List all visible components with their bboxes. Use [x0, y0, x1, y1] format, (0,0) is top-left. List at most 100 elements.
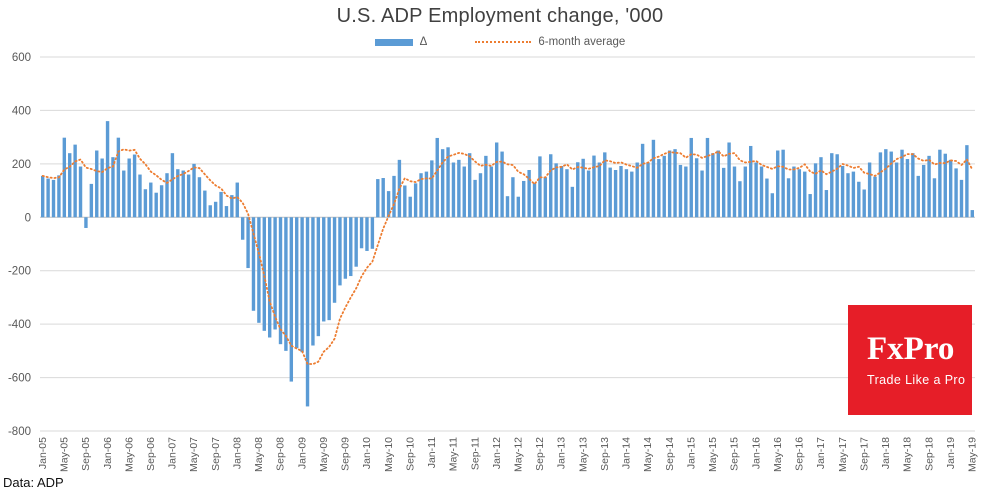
bar [100, 158, 104, 218]
x-tick-label: Sep-14 [664, 437, 676, 471]
y-tick-label: 0 [25, 212, 31, 224]
legend-item-average: 6-month average [475, 36, 625, 48]
bar [803, 171, 807, 218]
bar [846, 173, 850, 218]
x-tick-label: Sep-06 [145, 437, 157, 471]
y-tick-label: -800 [8, 426, 31, 438]
bar [111, 157, 115, 218]
x-tick-label: Jan-19 [945, 437, 957, 469]
x-tick-label: Sep-12 [534, 437, 546, 471]
bar [295, 217, 299, 349]
average-line-label: 6-month average [538, 36, 626, 48]
legend-item-delta: Δ [374, 36, 427, 48]
bar [170, 153, 175, 218]
bar [376, 179, 380, 218]
bar [467, 153, 472, 218]
x-tick-label: May-14 [642, 437, 654, 472]
bar [559, 165, 564, 218]
x-tick-label: Sep-17 [858, 437, 870, 471]
bar [127, 158, 131, 218]
bar [138, 174, 142, 218]
bar [403, 185, 407, 218]
bar [527, 170, 531, 218]
x-tick-label: May-16 [772, 437, 784, 472]
bar [424, 171, 429, 218]
bar [570, 186, 575, 218]
bar [640, 143, 645, 218]
bar [516, 196, 521, 218]
bar [927, 155, 931, 218]
x-tick-label: Jan-08 [232, 437, 244, 469]
bar [365, 217, 369, 251]
bar [257, 217, 261, 323]
bar [522, 180, 526, 218]
bar [203, 190, 207, 218]
bar [532, 183, 537, 218]
bar [349, 217, 353, 277]
bar [743, 166, 748, 218]
x-tick-label: Sep-10 [404, 437, 416, 471]
bar [592, 155, 596, 218]
chart-title: U.S. ADP Employment change, '000 [336, 5, 664, 27]
bar [316, 217, 321, 337]
bar [165, 173, 169, 218]
bar [176, 169, 180, 218]
x-tick-label: Jan-17 [815, 437, 827, 469]
bar [413, 183, 418, 218]
y-tick-label: 600 [12, 52, 31, 64]
bar [932, 178, 937, 218]
bar [149, 182, 153, 218]
y-tick-label: -200 [8, 266, 31, 278]
bar [954, 168, 958, 218]
bar [494, 142, 499, 218]
bar [73, 144, 77, 218]
bar [143, 189, 148, 218]
x-tick-label: Sep-05 [80, 437, 92, 471]
bar [435, 137, 439, 218]
bar [624, 169, 629, 218]
bar [84, 217, 88, 228]
bar [630, 171, 634, 218]
bar [392, 175, 396, 218]
bar [824, 190, 829, 218]
bar [851, 171, 856, 218]
bar [586, 170, 591, 218]
bar [813, 163, 818, 218]
bar [716, 150, 720, 218]
x-tick-label: Jan-06 [102, 437, 114, 469]
bar [430, 160, 434, 218]
bar [251, 217, 256, 311]
x-tick-label: May-07 [188, 437, 200, 472]
bar [705, 137, 710, 218]
average-line [41, 148, 974, 366]
bar [738, 181, 742, 218]
bar [862, 189, 866, 218]
bar [711, 153, 715, 218]
average-line-swatch [475, 41, 532, 43]
x-tick-label: Jan-13 [556, 437, 568, 469]
x-tick-label: Jan-10 [361, 437, 373, 469]
bar [970, 210, 974, 218]
bar [889, 151, 893, 218]
bar [57, 175, 61, 218]
bar [462, 166, 466, 218]
bar [857, 181, 861, 218]
bar [657, 159, 661, 218]
bar [678, 164, 683, 218]
bar [765, 178, 769, 218]
bar [797, 169, 802, 218]
bar [213, 201, 218, 218]
x-tick-label: May-10 [383, 437, 395, 472]
bar [284, 217, 288, 351]
x-tick-label: May-11 [448, 437, 460, 471]
bar [651, 139, 656, 218]
x-tick-label: May-18 [902, 437, 914, 472]
bar [921, 164, 926, 218]
bar [181, 170, 185, 218]
bar [938, 149, 942, 218]
x-tick-label: Jan-09 [296, 437, 308, 469]
bar [51, 179, 56, 218]
bar [684, 166, 688, 218]
bar [603, 152, 607, 218]
x-tick-label: Sep-08 [275, 437, 287, 471]
